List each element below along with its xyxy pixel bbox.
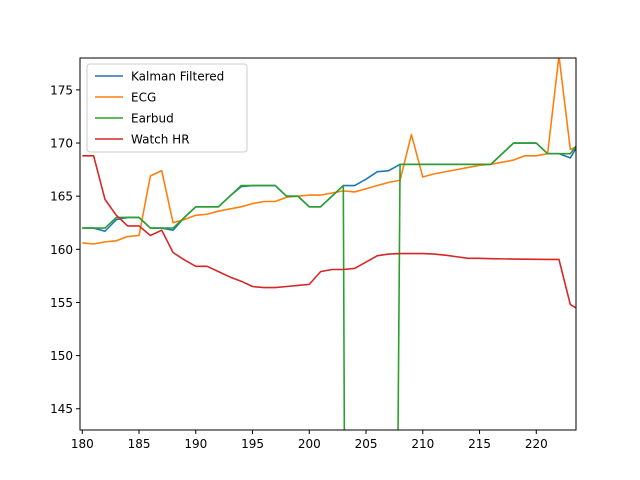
legend-label: Kalman Filtered bbox=[131, 70, 224, 84]
legend-label: Earbud bbox=[131, 112, 174, 126]
y-tick-label: 175 bbox=[50, 83, 73, 97]
plot-frame bbox=[79, 57, 577, 431]
y-axis: 145 150 155 160 165 170 175 bbox=[50, 83, 80, 416]
legend-label: Watch HR bbox=[131, 133, 190, 147]
y-tick-label: 155 bbox=[50, 296, 73, 310]
series-line-3 bbox=[82, 142, 576, 430]
legend: Kalman Filtered ECG Earbud Watch HR bbox=[86, 63, 248, 153]
x-axis: 180 185 190 195 200 205 210 215 220 bbox=[71, 430, 548, 451]
series-line-4 bbox=[82, 154, 576, 309]
x-tick-label: 180 bbox=[71, 437, 94, 451]
x-tick-label: 205 bbox=[355, 437, 378, 451]
y-tick-label: 170 bbox=[50, 137, 73, 151]
y-tick-label: 150 bbox=[50, 349, 73, 363]
y-tick-label: 160 bbox=[50, 243, 73, 257]
y-tick-label: 145 bbox=[50, 402, 73, 416]
legend-label: ECG bbox=[131, 91, 156, 105]
x-tick-label: 190 bbox=[184, 437, 207, 451]
x-tick-label: 210 bbox=[411, 437, 434, 451]
x-tick-label: 195 bbox=[241, 437, 264, 451]
x-tick-label: 200 bbox=[298, 437, 321, 451]
legend-box bbox=[86, 63, 248, 153]
series-line-2 bbox=[82, 58, 576, 245]
x-tick-label: 215 bbox=[468, 437, 491, 451]
y-tick-label: 165 bbox=[50, 190, 73, 204]
x-tick-label: 185 bbox=[128, 437, 151, 451]
x-tick-label: 220 bbox=[525, 437, 548, 451]
series-layer bbox=[82, 58, 576, 430]
